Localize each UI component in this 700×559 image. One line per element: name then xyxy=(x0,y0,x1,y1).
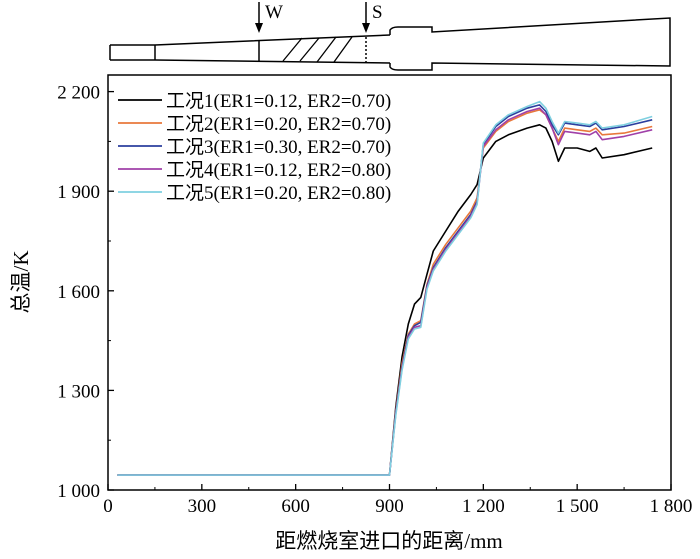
series-line-1 xyxy=(117,124,653,476)
legend-label-2: 工况2(ER1=0.20, ER2=0.70) xyxy=(166,114,391,135)
y-tick-label: 2 200 xyxy=(57,83,100,104)
series-line-2 xyxy=(117,109,653,476)
schematic-outlet-section xyxy=(389,17,671,71)
y-tick-label: 1 900 xyxy=(57,182,100,203)
marker-label-S: S xyxy=(372,2,383,23)
legend-label-4: 工况4(ER1=0.12, ER2=0.80) xyxy=(166,160,391,181)
x-tick-label: 1 200 xyxy=(462,496,505,517)
legend: 工况1(ER1=0.12, ER2=0.70)工况2(ER1=0.20, ER2… xyxy=(118,91,391,204)
marker-arrowhead-S xyxy=(362,23,370,33)
axis-ticks: 0 300 600 900 1 200 1 500 1 800 1 000 1 300 1 600… xyxy=(57,83,692,517)
y-tick-label: 1 600 xyxy=(57,282,100,303)
legend-label-5: 工况5(ER1=0.20, ER2=0.80) xyxy=(166,183,391,204)
marker-label-W: W xyxy=(265,2,283,23)
schematic-injector-strut-4 xyxy=(333,36,353,63)
schematic-injector-strut-3 xyxy=(316,36,337,63)
series-line-4 xyxy=(117,107,653,476)
y-axis-label: 总温/K xyxy=(9,251,33,314)
schematic-injector-strut-2 xyxy=(299,37,320,62)
x-tick-label: 1 500 xyxy=(556,496,599,517)
legend-label-3: 工况3(ER1=0.30, ER2=0.70) xyxy=(166,137,391,158)
y-tick-label: 1 000 xyxy=(57,481,100,502)
marker-arrowhead-W xyxy=(255,23,263,33)
x-axis-label: 距燃烧室进口的距离/mm xyxy=(275,529,503,553)
y-tick-label: 1 300 xyxy=(57,381,100,402)
x-tick-label: 900 xyxy=(375,496,404,517)
schematic-bottom-wall-1 xyxy=(110,59,391,64)
schematic-injector-strut-1 xyxy=(282,37,303,62)
series-line-3 xyxy=(117,104,653,476)
x-tick-label: 1 800 xyxy=(650,496,693,517)
x-tick-label: 600 xyxy=(281,496,310,517)
series-layer xyxy=(117,100,653,476)
x-tick-label: 0 xyxy=(103,496,113,517)
series-line-5 xyxy=(117,100,653,476)
x-tick-label: 300 xyxy=(188,496,217,517)
legend-label-1: 工况1(ER1=0.12, ER2=0.70) xyxy=(166,91,391,112)
